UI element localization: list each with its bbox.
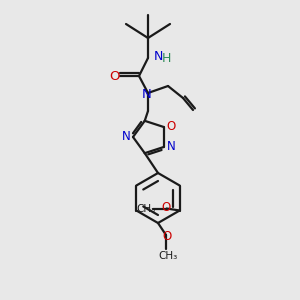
Text: O: O (162, 230, 172, 244)
Text: H: H (161, 52, 171, 65)
Text: N: N (167, 140, 175, 154)
Text: O: O (161, 201, 170, 214)
Text: N: N (122, 130, 130, 143)
Text: N: N (142, 88, 152, 100)
Text: O: O (166, 119, 176, 133)
Text: CH₃: CH₃ (158, 251, 178, 261)
Text: N: N (153, 50, 163, 64)
Text: CH₃: CH₃ (136, 203, 155, 214)
Text: O: O (109, 70, 119, 83)
